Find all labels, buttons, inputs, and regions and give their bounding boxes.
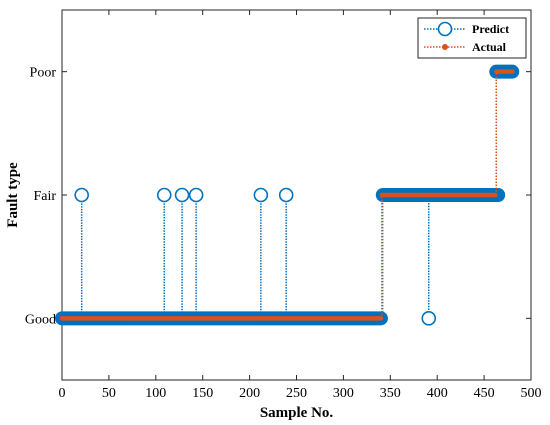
predict-point: [278, 187, 294, 203]
plot-data: [55, 64, 520, 326]
x-tick-label: 250: [286, 386, 307, 401]
legend-box: [417, 17, 527, 59]
legend-actual-label: Actual: [472, 40, 507, 54]
x-tick-label: 500: [521, 386, 542, 401]
predict-point: [188, 187, 204, 203]
legend-predict-label: Predict: [472, 22, 509, 36]
legend-actual-marker: [442, 44, 448, 50]
x-tick-label: 150: [192, 386, 213, 401]
x-tick-label: 300: [333, 386, 354, 401]
x-tick-label: 100: [145, 386, 166, 401]
x-tick-label: 350: [380, 386, 401, 401]
predict-point: [253, 187, 269, 203]
x-tick-label: 0: [59, 386, 66, 401]
axes: 0 50 100 150 200 250 300 350 400 450 500 Good Fair Po…: [5, 9, 542, 421]
legend: Predict Actual: [417, 17, 527, 59]
x-tick-label: 450: [474, 386, 495, 401]
y-tick-label: Poor: [30, 66, 57, 81]
y-tick-label: Fair: [33, 189, 56, 204]
y-tick-label: Good: [25, 312, 56, 327]
y-axis-title: Fault type: [5, 162, 21, 228]
predict-point: [174, 187, 190, 203]
predict-point: [156, 187, 172, 203]
x-axis-title: Sample No.: [260, 405, 334, 421]
x-tick-label: 50: [102, 386, 116, 401]
predict-point: [74, 187, 89, 203]
legend-predict-marker: [437, 21, 453, 37]
predict-point: [421, 311, 437, 326]
x-tick-label: 200: [239, 386, 260, 401]
x-tick-label: 400: [427, 386, 448, 401]
